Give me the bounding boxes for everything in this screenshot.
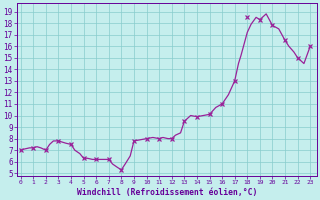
X-axis label: Windchill (Refroidissement éolien,°C): Windchill (Refroidissement éolien,°C)	[76, 188, 257, 197]
